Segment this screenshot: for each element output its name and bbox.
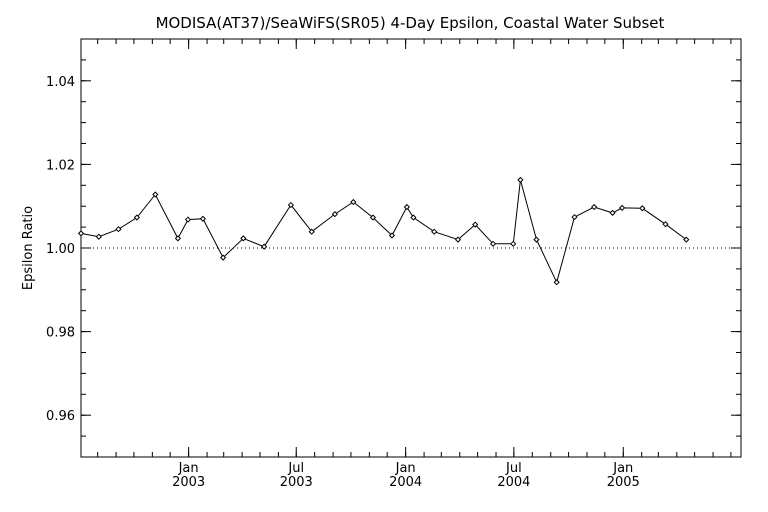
x-tick-year-label: 2005	[607, 475, 640, 490]
data-point-marker	[510, 240, 517, 247]
data-point-marker	[683, 236, 690, 243]
data-point-marker	[533, 236, 540, 243]
y-tick-label: 0.96	[46, 409, 75, 424]
data-point-marker	[571, 213, 578, 221]
data-point-marker	[199, 215, 206, 222]
data-point-marker	[388, 232, 396, 239]
x-tick-year-label: 2003	[172, 475, 205, 490]
data-point-marker	[369, 214, 377, 221]
y-axis-label: Epsilon Ratio	[21, 206, 36, 290]
y-tick-label: 1.02	[46, 158, 75, 173]
data-point-marker	[287, 201, 294, 209]
series-group	[77, 176, 690, 286]
data-point-marker	[184, 216, 192, 223]
chart-title: MODISA(AT37)/SeaWiFS(SR05) 4-Day Epsilon…	[156, 14, 665, 32]
data-point-marker	[454, 236, 462, 243]
y-tick-label: 0.98	[46, 326, 75, 341]
data-point-marker	[489, 240, 497, 247]
series-line	[80, 179, 687, 284]
data-point-marker	[220, 254, 227, 261]
data-point-marker	[618, 204, 626, 211]
data-point-marker	[115, 226, 122, 233]
x-tick-year-label: 2004	[497, 475, 530, 490]
data-point-marker	[261, 243, 268, 250]
data-point-marker	[553, 279, 560, 286]
data-point-marker	[517, 176, 524, 183]
x-tick-year-label: 2003	[280, 475, 313, 490]
data-point-marker	[331, 211, 338, 218]
data-point-marker	[133, 214, 140, 221]
data-point-marker	[77, 230, 85, 237]
x-tick-month-label: Jan	[395, 461, 416, 476]
y-tick-label: 1.00	[46, 242, 75, 257]
data-point-marker	[95, 233, 102, 240]
data-point-marker	[152, 191, 159, 198]
data-point-marker	[662, 221, 669, 228]
x-tick-month-label: Jul	[505, 461, 522, 476]
data-point-marker	[240, 235, 247, 242]
data-point-marker	[639, 205, 646, 212]
data-point-marker	[350, 198, 357, 206]
plot-frame	[80, 38, 742, 458]
data-point-marker	[174, 235, 182, 242]
data-point-marker	[609, 209, 616, 216]
data-point-marker	[472, 221, 479, 228]
x-tick-year-label: 2004	[389, 475, 422, 490]
x-tick-month-label: Jan	[178, 461, 199, 476]
x-tick-month-label: Jul	[287, 461, 304, 476]
x-tick-month-label: Jan	[612, 461, 633, 476]
data-point-marker	[410, 214, 417, 221]
data-point-marker	[431, 228, 438, 235]
data-point-marker	[403, 203, 410, 211]
data-point-marker	[591, 203, 598, 211]
data-point-marker	[308, 228, 315, 235]
y-axis-ticks: 0.96 0.98 1.00 1.02 1.04	[46, 59, 741, 437]
y-tick-label: 1.04	[46, 75, 75, 90]
